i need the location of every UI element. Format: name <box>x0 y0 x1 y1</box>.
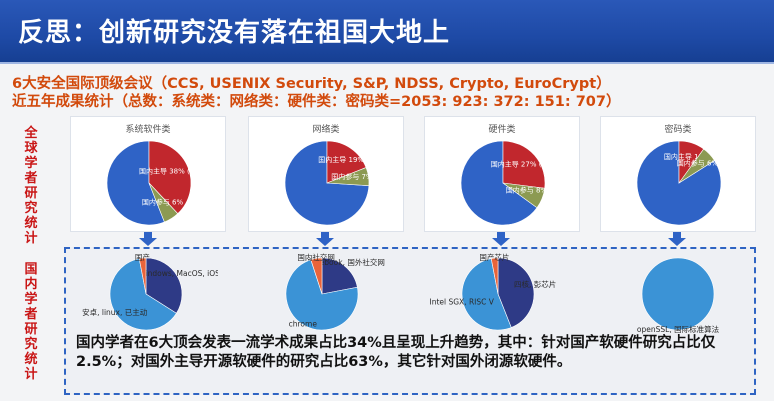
pie-slice <box>678 148 715 184</box>
pie-slice-label: 国产芯片 <box>479 252 509 262</box>
pie-slice-label: 国内主导 10% <box>664 152 710 161</box>
pie-slice <box>497 257 535 328</box>
pie-title: 网络类 <box>312 125 340 135</box>
summary-text: 国内学者在6大顶会发表一流学术成果占比34%且呈现上升趋势，其中：针对国产软硬件… <box>76 335 716 370</box>
pie-slice-label: 国内主导 38% (396) <box>139 167 206 176</box>
pie-slice <box>310 257 323 295</box>
pie-title: 硬件类 <box>488 125 516 135</box>
pie-title: 密码类 <box>664 125 692 135</box>
pie-slice-label: Facebook, 国外社交网 <box>307 257 385 267</box>
conference-subtitle: 6大安全国际顶级会议（CCS, USENIX Security, S&P, ND… <box>12 76 611 92</box>
pie-slice <box>321 257 358 295</box>
pie-slice <box>460 140 538 226</box>
pie-slice <box>326 167 370 186</box>
pie-slice-label: 国内主导 27% (35) <box>491 159 554 168</box>
pie-slice <box>490 257 499 295</box>
pie-slice-label: 国内参与 6% <box>677 159 719 168</box>
stats-subtitle: 近五年成果统计（总数：系统类：网络类：硬件类：密码类=2053: 923: 37… <box>12 94 621 110</box>
pie-chart-hardware: 国内主导 27% (35) 国内参与 8% <box>460 140 554 226</box>
down-arrow-icon <box>316 232 334 246</box>
domestic-scholars-label: 国内学者研究统计 <box>24 262 38 382</box>
pie-panel-system-software: 系统软件类 国内主导 38% (396) 国内参与 6% <box>70 116 226 232</box>
pie-slice-label: chrome <box>289 320 318 329</box>
down-arrow-icon <box>492 232 510 246</box>
pie-slice <box>502 182 546 209</box>
pie-chart-domestic-network: Facebook, 国外社交网 chrome 国内社交网 <box>285 252 385 331</box>
pie-slice-label: openSSL, 国际标准算法 <box>637 324 720 334</box>
pie-slice-label: 国内参与 8% <box>506 185 548 194</box>
pie-slice-label: 国内社交网 <box>297 252 335 262</box>
down-arrow-icon <box>668 232 686 246</box>
pie-slice <box>148 140 192 215</box>
slide-header: 反思：创新研究没有落在祖国大地上 <box>0 0 774 64</box>
pie-slice-label: 国内参与 7% <box>331 172 373 181</box>
pie-panel-network: 网络类 国内主导 19% 国内参与 7% <box>248 116 404 232</box>
down-arrow-icon <box>139 232 157 246</box>
pie-chart-system-software: 国内主导 38% (396) 国内参与 6% <box>106 140 206 226</box>
pie-slice <box>138 257 147 295</box>
pie-slice-label: 安卓, linux, 已主动 <box>82 307 148 317</box>
domestic-scholars-box <box>64 247 756 395</box>
pie-panel-hardware: 硬件类 国内主导 27% (35) 国内参与 8% <box>424 116 580 232</box>
slide-title: 反思：创新研究没有落在祖国大地上 <box>18 18 451 48</box>
domestic-pie-system-software: Windows, MacOS, iOS 安卓, linux, 已主动 国产 <box>68 252 218 334</box>
pie-slice <box>284 140 370 226</box>
pie-slice-label: Windows, MacOS, iOS <box>138 269 218 278</box>
domestic-pie-crypto: openSSL, 国际标准算法 <box>600 252 750 334</box>
pie-slice <box>148 182 179 223</box>
global-scholars-label: 全球学者研究统计 <box>24 126 38 246</box>
pie-chart-crypto: 国内主导 10%国内参与 6% <box>636 140 722 226</box>
pie-slice-label: Intel SGX, RISC V <box>429 298 494 307</box>
pie-slice <box>461 258 512 331</box>
pie-slice <box>109 258 177 331</box>
pie-slice <box>641 257 715 331</box>
domestic-pie-hardware: 四核, 彭芯片 Intel SGX, RISC V 国产芯片 <box>422 252 572 334</box>
pie-title: 系统软件类 <box>125 125 171 135</box>
pie-chart-domestic-system: Windows, MacOS, iOS 安卓, linux, 已主动 国产 <box>82 252 218 331</box>
pie-slice-label: 国产 <box>135 252 150 262</box>
pie-slice <box>326 140 367 184</box>
pie-chart-domestic-hardware: 四核, 彭芯片 Intel SGX, RISC V 国产芯片 <box>429 252 556 331</box>
pie-slice-label: 国内主导 19% <box>318 155 364 164</box>
pie-slice <box>502 140 546 189</box>
pie-slice-label: 国内参与 6% <box>142 197 184 206</box>
pie-slice <box>285 259 359 331</box>
pie-slice-label: 四核, 彭芯片 <box>514 279 556 289</box>
pie-chart-domestic-crypto: openSSL, 国际标准算法 <box>637 257 720 334</box>
pie-slice <box>106 140 165 226</box>
domestic-pie-network: Facebook, 国外社交网 chrome 国内社交网 <box>246 252 396 334</box>
pie-chart-network: 国内主导 19% 国内参与 7% <box>284 140 373 226</box>
pie-panel-crypto: 密码类 国内主导 10% 国内参与 6% <box>600 116 756 232</box>
